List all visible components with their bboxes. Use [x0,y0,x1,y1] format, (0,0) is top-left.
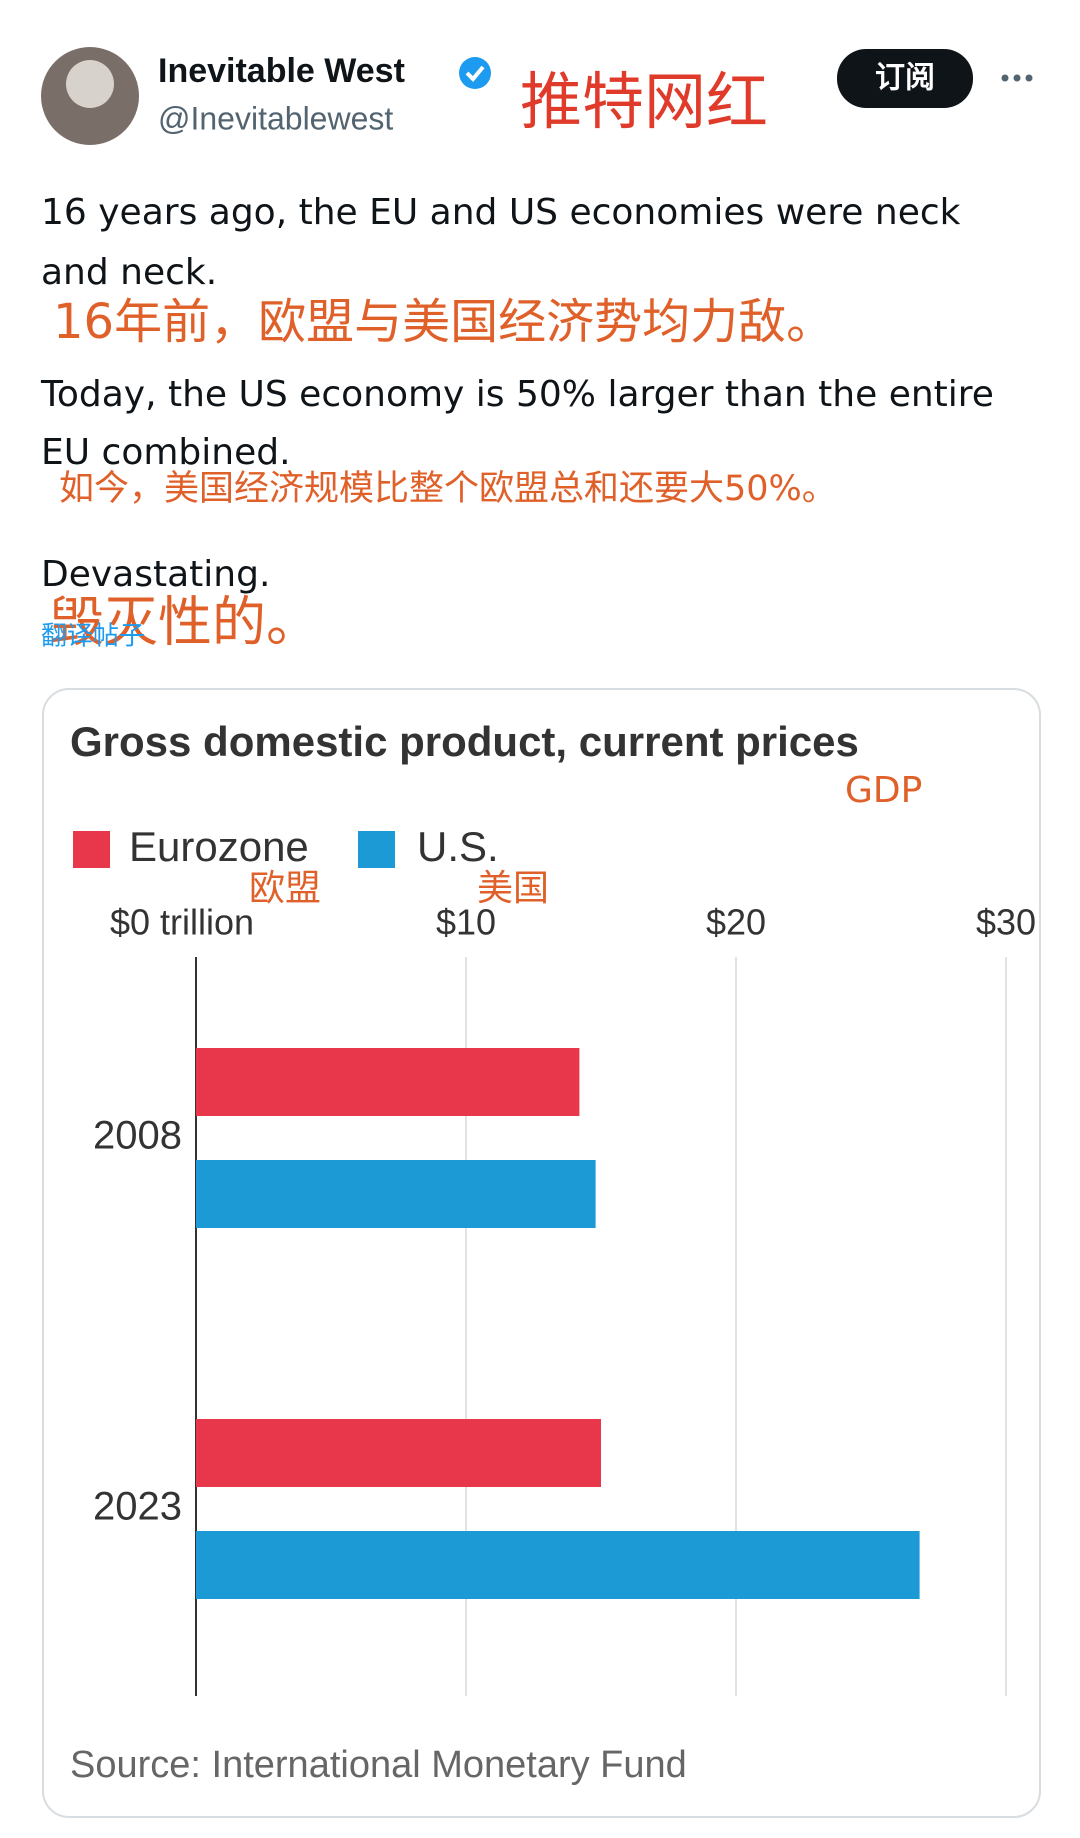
post-text: EU combined. [41,432,291,473]
author-name[interactable]: Inevitable West [158,52,405,90]
post-text: 16 years ago, the EU and US economies we… [41,192,961,233]
bar [196,1531,920,1599]
x-tick-label: $0 trillion [110,902,254,943]
annotation-note: 推特网红 [520,65,768,138]
legend-swatch [73,831,110,868]
avatar-face [66,60,114,108]
annotation: 美国 [477,868,549,909]
translation: 毁灭性的。 [50,591,320,654]
translate-link[interactable]: 翻译帖子 [41,622,145,652]
legend-label: U.S. [417,823,499,870]
subscribe-label: 订阅 [875,61,935,96]
chart-source: Source: International Monetary Fund [70,1744,687,1786]
annotation: 欧盟 [249,868,321,909]
y-tick-label: 2008 [93,1114,182,1158]
legend-swatch [358,831,395,868]
y-tick-label: 2023 [93,1485,182,1529]
subscribe-button[interactable] [837,49,973,108]
annotation: GDP [845,770,922,811]
chart: Gross domestic product, current prices G… [70,718,922,1786]
post-text: and neck. [41,252,217,293]
bar [196,1419,601,1487]
translation: 16年前，欧盟与美国经济势均力敌。 [53,294,834,350]
more-menu[interactable] [1001,74,1033,82]
x-tick-label: $20 [706,902,766,943]
bar [196,1048,580,1116]
x-tick-label: $30 [976,902,1036,943]
legend-label: Eurozone [129,823,309,870]
verified-badge [459,57,491,89]
x-tick-label: $10 [436,902,496,943]
translation: 如今，美国经济规模比整个欧盟总和还要大50%。 [59,469,837,509]
bar [196,1160,596,1228]
verified-check [465,65,485,82]
author-handle[interactable]: @Inevitablewest [158,100,393,136]
post-text: Today, the US economy is 50% larger than… [40,374,994,415]
post-text: Devastating. [41,554,270,595]
chart-title: Gross domestic product, current prices [70,718,859,765]
